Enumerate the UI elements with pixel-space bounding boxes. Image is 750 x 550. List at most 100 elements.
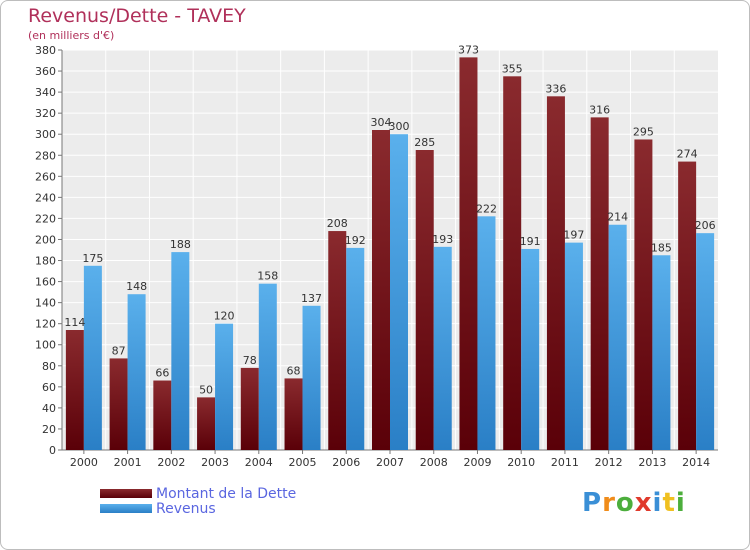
data-label-debt: 50 xyxy=(199,383,213,396)
y-tick-label: 200 xyxy=(35,233,56,246)
data-label-debt: 304 xyxy=(371,116,392,129)
y-tick-label: 340 xyxy=(35,86,56,99)
logo-letter: o xyxy=(615,488,635,518)
x-tick-label: 2012 xyxy=(595,456,623,469)
bar-debt xyxy=(678,161,697,450)
bar-revenue xyxy=(171,252,190,450)
bar-debt xyxy=(546,96,565,450)
logo-letter: x xyxy=(634,488,653,518)
x-tick-label: 2005 xyxy=(289,456,317,469)
bar-debt xyxy=(634,139,653,450)
data-label-revenue: 148 xyxy=(126,280,147,293)
y-tick-label: 240 xyxy=(35,191,56,204)
legend-label-debt: Montant de la Dette xyxy=(156,485,297,502)
data-label-revenue: 300 xyxy=(389,120,410,133)
data-label-debt: 66 xyxy=(155,367,169,380)
data-label-debt: 68 xyxy=(287,364,301,377)
y-tick-label: 380 xyxy=(35,44,56,57)
bar-revenue xyxy=(696,233,715,450)
x-tick-label: 2013 xyxy=(638,456,666,469)
logo-letter: t xyxy=(662,488,676,518)
bar-debt xyxy=(153,380,172,450)
bar-revenue xyxy=(652,255,671,450)
legend: Montant de la Dette Revenus xyxy=(100,485,297,517)
bar-revenue xyxy=(477,216,496,450)
logo-letter: P xyxy=(582,488,603,518)
bar-revenue xyxy=(215,323,234,450)
logo-letter: i xyxy=(652,488,663,518)
data-label-debt: 274 xyxy=(677,148,698,161)
y-tick-label: 100 xyxy=(35,339,56,352)
x-tick-label: 2000 xyxy=(70,456,98,469)
legend-swatch-debt xyxy=(100,489,152,498)
x-tick-label: 2006 xyxy=(332,456,360,469)
y-tick-label: 180 xyxy=(35,255,56,268)
data-label-debt: 316 xyxy=(589,103,610,116)
y-tick-label: 280 xyxy=(35,149,56,162)
data-label-debt: 336 xyxy=(545,82,566,95)
x-tick-label: 2011 xyxy=(551,456,579,469)
y-tick-label: 320 xyxy=(35,107,56,120)
bar-revenue xyxy=(608,224,627,450)
x-tick-label: 2014 xyxy=(682,456,710,469)
labels-layer: 114 175 2000 87 148 2001 66 188 2002 50 120 2003 78 1… xyxy=(64,43,715,469)
bar-debt xyxy=(240,367,259,450)
logo-letter: r xyxy=(602,488,616,518)
data-label-revenue: 206 xyxy=(695,219,716,232)
data-label-debt: 78 xyxy=(243,354,257,367)
legend-swatch-revenue xyxy=(100,504,152,513)
x-tick-label: 2004 xyxy=(245,456,273,469)
y-tick-label: 260 xyxy=(35,170,56,183)
bar-debt xyxy=(328,231,347,450)
bar-revenue xyxy=(390,134,408,451)
data-label-revenue: 137 xyxy=(301,292,322,305)
data-label-revenue: 120 xyxy=(214,310,235,323)
bar-revenue xyxy=(258,283,277,450)
bar-revenue xyxy=(433,246,452,450)
data-label-revenue: 158 xyxy=(257,270,278,283)
data-label-revenue: 193 xyxy=(432,233,453,246)
bar-revenue xyxy=(346,247,365,450)
data-label-debt: 295 xyxy=(633,125,654,138)
x-tick-label: 2003 xyxy=(201,456,229,469)
bar-debt xyxy=(65,330,84,450)
bars-layer xyxy=(65,57,715,451)
legend-item-revenue: Revenus xyxy=(100,500,296,517)
bar-revenue xyxy=(564,242,583,450)
x-tick-label: 2010 xyxy=(507,456,535,469)
data-label-revenue: 188 xyxy=(170,238,191,251)
data-label-debt: 285 xyxy=(414,136,435,149)
legend-label-revenue: Revenus xyxy=(156,500,216,517)
bar-debt xyxy=(415,150,434,450)
data-label-revenue: 191 xyxy=(520,235,541,248)
bar-revenue xyxy=(521,248,540,450)
data-label-debt: 355 xyxy=(502,62,523,75)
bar-revenue xyxy=(127,294,146,450)
chart-title: Revenus/Dette - TAVEY xyxy=(28,5,246,27)
logo-letter: i xyxy=(675,488,686,518)
data-label-debt: 114 xyxy=(64,316,85,329)
data-label-revenue: 192 xyxy=(345,234,366,247)
y-tick-label: 360 xyxy=(35,65,56,78)
bar-revenue xyxy=(83,265,102,450)
y-tick-label: 0 xyxy=(49,444,56,457)
y-tick-label: 80 xyxy=(42,360,56,373)
data-label-debt: 373 xyxy=(458,43,479,56)
y-tick-label: 300 xyxy=(35,128,56,141)
bar-debt xyxy=(197,397,216,450)
bar-debt xyxy=(109,358,128,450)
x-tick-label: 2007 xyxy=(376,456,404,469)
data-label-revenue: 185 xyxy=(651,241,672,254)
y-tick-label: 220 xyxy=(35,212,56,225)
y-tick-label: 60 xyxy=(42,381,56,394)
data-label-revenue: 175 xyxy=(82,252,103,265)
bar-debt xyxy=(590,117,609,451)
legend-item-debt: Montant de la Dette xyxy=(100,485,297,502)
bar-debt xyxy=(284,378,303,450)
y-tick-label: 40 xyxy=(42,402,56,415)
y-tick-label: 20 xyxy=(42,423,56,436)
y-tick-label: 160 xyxy=(35,276,56,289)
proxiti-logo: Proxiti xyxy=(582,488,686,518)
bar-revenue xyxy=(302,305,321,450)
